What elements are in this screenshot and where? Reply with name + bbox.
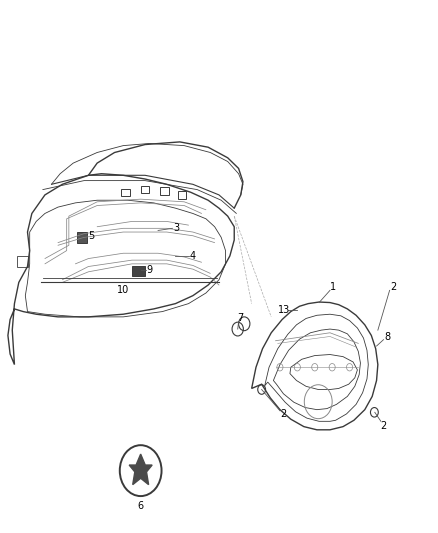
Text: 3: 3: [173, 223, 179, 233]
Text: 2: 2: [380, 421, 387, 431]
Text: 5: 5: [88, 231, 94, 241]
Bar: [141, 186, 149, 193]
Text: 4: 4: [190, 251, 196, 261]
Polygon shape: [129, 454, 152, 484]
Text: 9: 9: [146, 265, 152, 275]
Text: 13: 13: [278, 305, 290, 315]
Bar: [160, 188, 169, 195]
Bar: [121, 189, 130, 196]
Text: 6: 6: [138, 500, 144, 511]
Text: 2: 2: [390, 281, 396, 292]
Text: 1: 1: [330, 281, 336, 292]
Bar: [132, 266, 145, 276]
Bar: [17, 256, 28, 266]
Text: 8: 8: [384, 332, 390, 342]
Text: 7: 7: [237, 313, 243, 323]
Text: 10: 10: [117, 285, 129, 295]
Text: 2: 2: [280, 409, 286, 419]
Bar: [77, 232, 87, 243]
Bar: [178, 191, 186, 199]
